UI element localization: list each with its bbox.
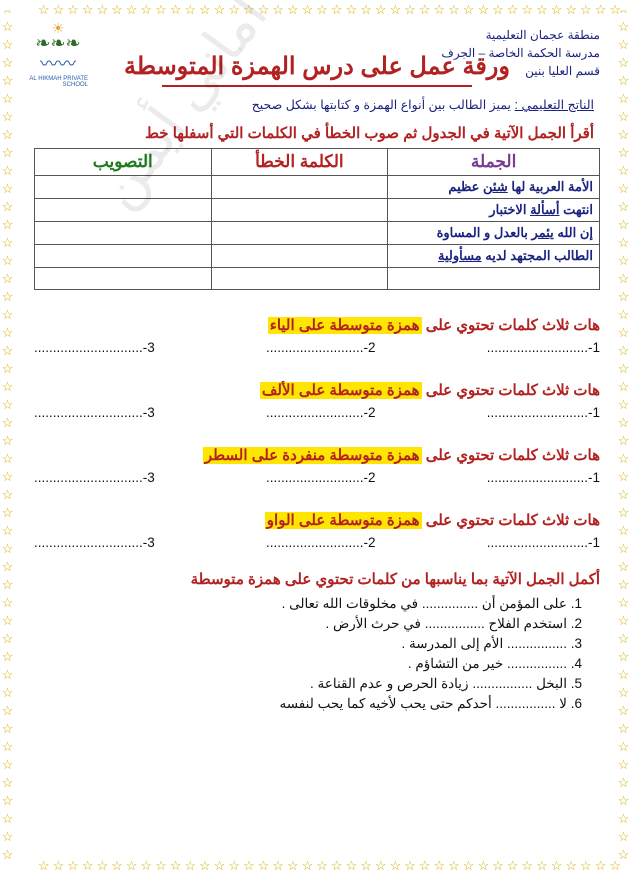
table-row-empty[interactable] — [388, 268, 600, 290]
fill-item[interactable]: على المؤمن أن ............... في مخلوقات… — [34, 596, 582, 612]
table-row: انتهت أسألة الاختبار — [388, 199, 600, 222]
fill-item[interactable]: لا ................ أحدكم حتى يحب لأخيه … — [34, 696, 582, 712]
border-bottom: ☆☆☆☆☆☆☆☆☆☆☆☆☆☆☆☆☆☆☆☆☆☆☆☆☆☆☆☆☆☆☆☆☆☆☆☆☆☆☆☆ — [10, 858, 624, 874]
header-line-1: منطقة عجمان التعليمية — [441, 26, 600, 44]
cell-correct[interactable] — [35, 222, 212, 245]
table-row: إن الله يئمر بالعدل و المساوة — [388, 222, 600, 245]
cell-wrong[interactable] — [211, 176, 388, 199]
fill-item[interactable]: ................ الأم إلى المدرسة . — [34, 636, 582, 652]
fill-prompt: أكمل الجمل الآتية بما يناسبها من كلمات ت… — [34, 570, 600, 588]
col-sentence: الجملة — [388, 149, 600, 176]
prompt-3: هات ثلاث كلمات تحتوي على همزة متوسطة منف… — [34, 446, 600, 464]
prompt-4: هات ثلاث كلمات تحتوي على همزة متوسطة على… — [34, 511, 600, 529]
cell-correct[interactable] — [35, 199, 212, 222]
section-2: هات ثلاث كلمات تحتوي على همزة متوسطة على… — [34, 381, 600, 420]
fill-item[interactable]: البخل ................ زيادة الحرص و عدم… — [34, 676, 582, 692]
table-row: الأمة العربية لها شئن عظيم — [388, 176, 600, 199]
school-logo: ☀ ❧❧❧ 〰〰 AL HIKMAH PRIVATE SCHOOL — [28, 20, 88, 72]
table-row: الطالب المجتهد لديه مسأولية — [388, 245, 600, 268]
cell-correct[interactable] — [35, 176, 212, 199]
border-right: ☆☆☆☆☆☆☆☆☆☆☆☆☆☆☆☆☆☆☆☆☆☆☆☆☆☆☆☆☆☆☆☆☆☆☆☆☆☆☆☆… — [618, 10, 632, 866]
border-left: ☆☆☆☆☆☆☆☆☆☆☆☆☆☆☆☆☆☆☆☆☆☆☆☆☆☆☆☆☆☆☆☆☆☆☆☆☆☆☆☆… — [2, 10, 16, 866]
cell-wrong[interactable] — [211, 222, 388, 245]
cell-wrong[interactable] — [211, 199, 388, 222]
logo-text: AL HIKMAH PRIVATE SCHOOL — [28, 76, 88, 88]
error-correction-table: الجملة الكلمة الخطأ التصويب الأمة العربي… — [34, 148, 600, 290]
section-3: هات ثلاث كلمات تحتوي على همزة متوسطة منف… — [34, 446, 600, 485]
table-body: الأمة العربية لها شئن عظيم انتهت أسألة ا… — [35, 176, 600, 290]
table-instruction: أقرأ الجمل الآتية في الجدول ثم صوب الخطأ… — [40, 124, 594, 142]
learning-objective: الناتج التعليمي : يميز الطالب بين أنواع … — [40, 97, 594, 112]
blanks-row[interactable]: 1-...........................2-.........… — [34, 535, 600, 550]
title-underline — [162, 85, 472, 87]
fill-item[interactable]: ................ خير من التشاؤم . — [34, 656, 582, 672]
cell-wrong[interactable] — [211, 245, 388, 268]
cell-correct[interactable] — [35, 245, 212, 268]
section-1: هات ثلاث كلمات تحتوي على همزة متوسطة على… — [34, 316, 600, 355]
blanks-row[interactable]: 1-...........................2-.........… — [34, 340, 600, 355]
col-wrong: الكلمة الخطأ — [211, 149, 388, 176]
objective-text: يميز الطالب بين أنواع الهمزة و كتابتها ب… — [252, 98, 511, 112]
page-content: إعداد المعلمة أماني أيمن منطقة عجمان الت… — [24, 22, 610, 854]
border-top: ☆☆☆☆☆☆☆☆☆☆☆☆☆☆☆☆☆☆☆☆☆☆☆☆☆☆☆☆☆☆☆☆☆☆☆☆☆☆☆☆ — [10, 2, 624, 18]
fill-list: على المؤمن أن ............... في مخلوقات… — [34, 596, 600, 712]
col-correction: التصويب — [35, 149, 212, 176]
fill-item[interactable]: استخدم الفلاح ................ في حرث ال… — [34, 616, 582, 632]
blanks-row[interactable]: 1-...........................2-.........… — [34, 405, 600, 420]
logo-wave-icon: 〰〰 — [40, 50, 76, 76]
objective-label: الناتج التعليمي : — [515, 98, 594, 112]
prompt-2: هات ثلاث كلمات تحتوي على همزة متوسطة على… — [34, 381, 600, 399]
blanks-row[interactable]: 1-...........................2-.........… — [34, 470, 600, 485]
prompt-1: هات ثلاث كلمات تحتوي على همزة متوسطة على… — [34, 316, 600, 334]
section-4: هات ثلاث كلمات تحتوي على همزة متوسطة على… — [34, 511, 600, 550]
